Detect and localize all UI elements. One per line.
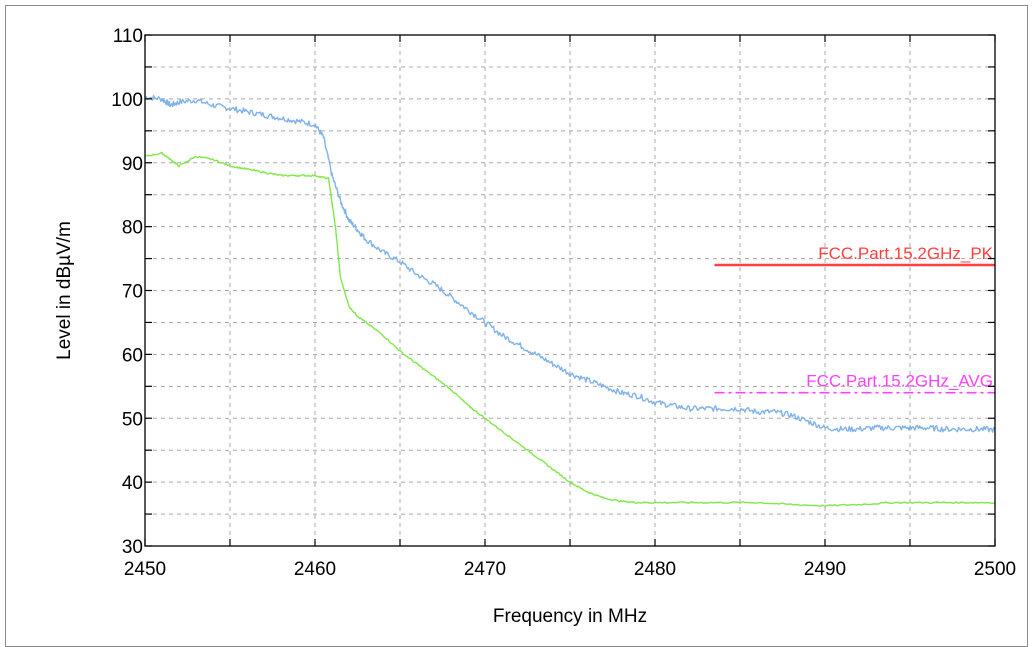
grid (145, 35, 995, 546)
series-line-2 (144, 151, 996, 508)
y-tick-label: 100 (111, 90, 143, 111)
series-line-1 (144, 95, 996, 433)
x-tick-label: 2480 (634, 559, 676, 580)
y-axis-title: Level in dBµV/m (54, 221, 75, 360)
x-tick-label: 2450 (124, 559, 166, 580)
series (144, 95, 996, 508)
tick-labels: 2450 2460 2470 2480 2490 2500 30 40 50 60 70 80 90 10… (111, 26, 1016, 580)
x-tick-label: 2490 (804, 559, 846, 580)
y-tick-label: 90 (122, 154, 143, 175)
x-tick-label: 2460 (294, 559, 336, 580)
x-axis-title: Frequency in MHz (493, 606, 647, 626)
chart-frame (5, 5, 1028, 647)
y-tick-label: 40 (122, 473, 143, 494)
chart: FCC.Part.15.2GHz_PKFCC.Part.15.2GHz_AVG … (54, 26, 1016, 626)
y-tick-label: 70 (122, 282, 143, 303)
limit-lines: FCC.Part.15.2GHz_PK FCC.Part.15.2GHz_AVG (714, 244, 995, 394)
y-tick-label: 80 (122, 218, 143, 239)
y-tick-label: 50 (122, 409, 143, 430)
x-tick-label: 2470 (464, 559, 506, 580)
y-tick-label: 60 (122, 345, 143, 366)
limit-label: FCC.Part.15.2GHz_AVG (806, 372, 993, 391)
limit-label: FCC.Part.15.2GHz_PK (818, 244, 993, 263)
x-tick-label: 2500 (974, 559, 1016, 580)
axes (144, 34, 996, 547)
y-tick-label: 30 (122, 537, 143, 558)
y-tick-label: 110 (113, 26, 143, 47)
